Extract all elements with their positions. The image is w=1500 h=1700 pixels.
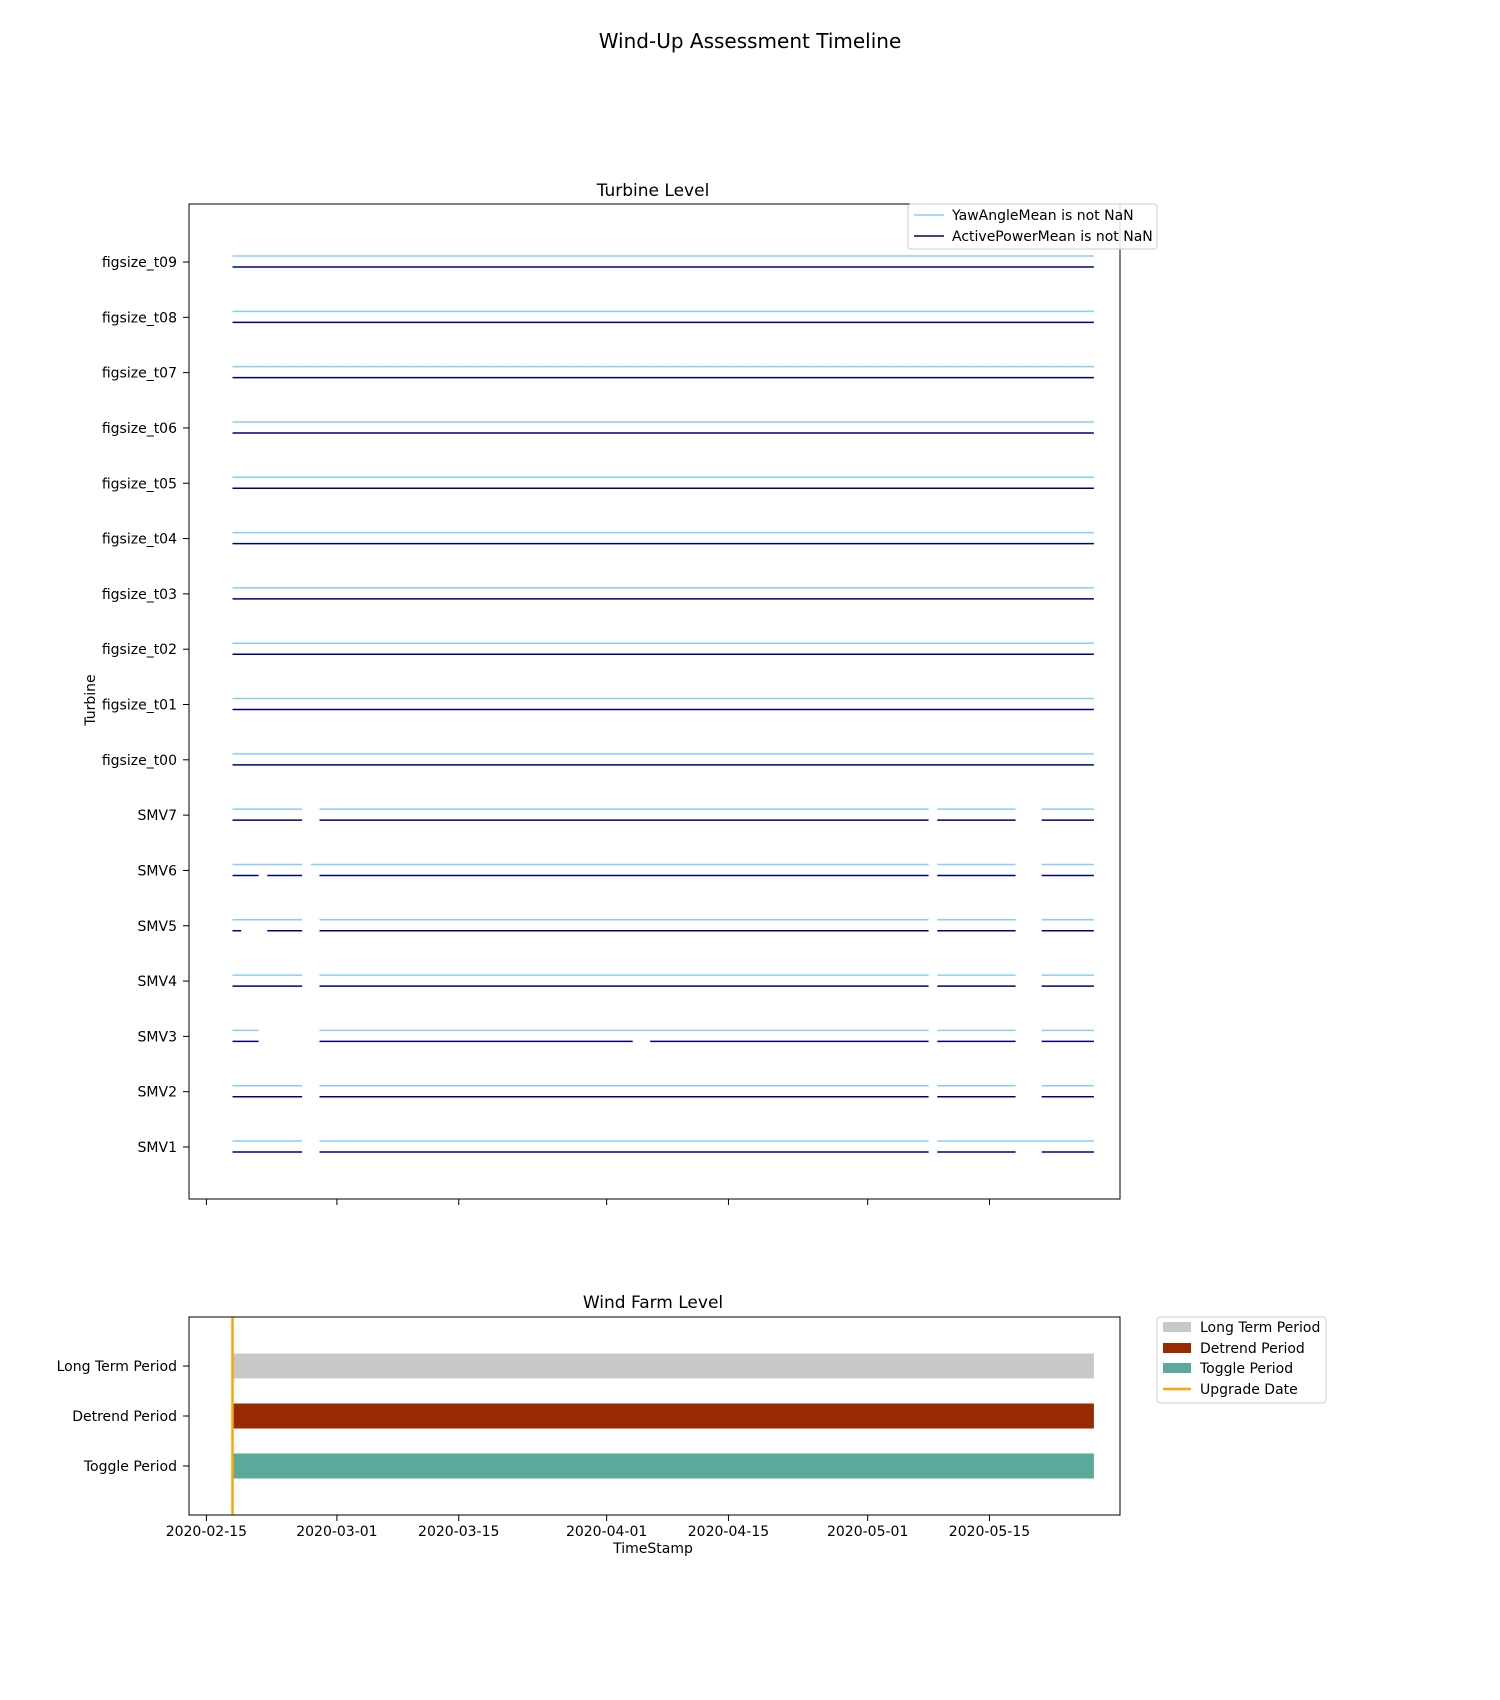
farm-xtick-label-2020-03-01: 2020-03-01 [296,1524,377,1540]
detrend-period-bar [232,1403,1094,1429]
wind-farm-level-title: Wind Farm Level [583,1293,723,1313]
turbine-level-frame [188,203,1121,1200]
turbine-ytick-label-figsize_t05: figsize_t05 [102,476,177,492]
farm-legend-toggle-handle [1163,1363,1191,1373]
wind-farm-level-xlabel: TimeStamp [612,1541,693,1557]
wind-farm-level-yticks: Long Term Period Detrend Period Toggle Per… [57,1359,189,1475]
turbine-ytick-label-SMV2: SMV2 [138,1085,177,1101]
farm-ytick-label-detrend-period: Detrend Period [72,1409,177,1425]
wind-farm-level-marks [231,1317,1094,1515]
turbine-level-marks [232,255,1094,1153]
turbine-level-yticks: SMV1 SMV2 SMV3 SMV4 SMV5 SMV6 SMV7 figsize_t00 f… [102,255,189,1156]
farm-legend-long-term-handle [1163,1322,1191,1332]
farm-legend-upgrade-label: Upgrade Date [1200,1382,1298,1398]
turbine-legend-yaw-label: YawAngleMean is not NaN [951,208,1134,224]
turbine-level-axes: Turbine Level Turbine SMV1SMV2SMV3SMV4SM… [83,181,1158,1205]
wind-farm-level-xticks: 2020-02-15 2020-03-01 2020-03-15 2020-04-01… [166,1515,1030,1540]
turbine-ytick-label-figsize_t08: figsize_t08 [102,310,177,326]
turbine-level-xticks [205,1199,990,1205]
farm-legend-frame [1156,1316,1327,1404]
farm-legend-detrend-label: Detrend Period [1200,1341,1305,1357]
turbine-ytick-label-SMV7: SMV7 [138,808,177,824]
farm-legend-detrend-handle [1163,1343,1191,1353]
turbine-legend-power-label: ActivePowerMean is not NaN [952,229,1153,245]
turbine-ytick-label-SMV6: SMV6 [138,863,178,879]
farm-xtick-label-2020-04-15: 2020-04-15 [688,1524,769,1540]
long-term-period-bar [232,1353,1094,1379]
turbine-ytick-label-SMV5: SMV5 [138,919,177,935]
turbine-ytick-label-figsize_t04: figsize_t04 [102,532,177,548]
turbine-ytick-label-SMV4: SMV4 [138,974,178,990]
turbine-legend-frame [907,203,1158,250]
farm-xtick-label-2020-02-15: 2020-02-15 [166,1524,247,1540]
farm-ytick-label-toggle-period: Toggle Period [83,1459,177,1475]
turbine-ytick-label-figsize_t02: figsize_t02 [102,642,177,658]
farm-xtick-label-2020-04-01: 2020-04-01 [566,1524,647,1540]
farm-legend-toggle-label: Toggle Period [1199,1361,1293,1377]
turbine-level-ylabel: Turbine [83,674,99,726]
farm-xtick-label-2020-03-15: 2020-03-15 [418,1524,499,1540]
turbine-ytick-label-figsize_t01: figsize_t01 [102,698,177,714]
farm-legend-long-term-label: Long Term Period [1200,1320,1320,1336]
turbine-ytick-label-SMV3: SMV3 [138,1029,177,1045]
turbine-ytick-label-figsize_t03: figsize_t03 [102,587,177,603]
wind-farm-level-axes: Wind Farm Level Long Term Period Detrend … [57,1293,1327,1557]
farm-xtick-label-2020-05-01: 2020-05-01 [827,1524,908,1540]
turbine-level-legend: YawAngleMean is not NaN ActivePowerMean … [907,203,1158,250]
figure-suptitle: Wind-Up Assessment Timeline [599,29,902,53]
turbine-ytick-label-figsize_t09: figsize_t09 [102,255,177,271]
farm-ytick-label-long-term-period: Long Term Period [57,1359,177,1375]
turbine-ytick-label-figsize_t06: figsize_t06 [102,421,177,437]
wind-farm-level-legend: Long Term Period Detrend Period Toggle P… [1156,1316,1327,1404]
turbine-level-title: Turbine Level [596,181,710,201]
toggle-period-bar [232,1453,1094,1479]
farm-xtick-label-2020-05-15: 2020-05-15 [949,1524,1030,1540]
turbine-ytick-label-figsize_t00: figsize_t00 [102,753,177,769]
turbine-ytick-label-SMV1: SMV1 [138,1140,177,1156]
turbine-ytick-label-figsize_t07: figsize_t07 [102,366,177,382]
